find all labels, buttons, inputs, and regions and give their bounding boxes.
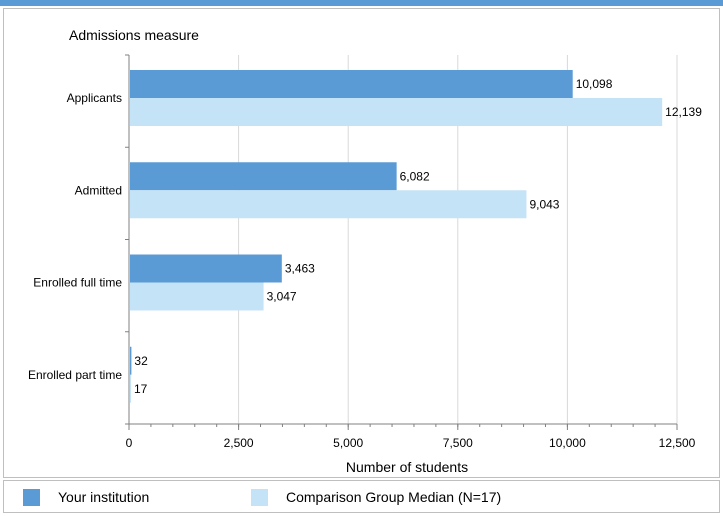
chart-area: Admissions measure 10,098 12,139 6,082 9,04… bbox=[3, 8, 720, 478]
category-labels: Applicants Admitted Enrolled full time Enro… bbox=[28, 91, 122, 382]
x-tick-label: 0 bbox=[126, 436, 133, 450]
legend-item-your-institution: Your institution bbox=[23, 488, 149, 506]
bar bbox=[130, 346, 132, 375]
data-label: 17 bbox=[134, 382, 148, 396]
category-label: Applicants bbox=[67, 91, 122, 105]
category-label: Admitted bbox=[75, 183, 122, 197]
x-axis: 0 2,500 5,000 7,500 10,000 12,500 bbox=[125, 54, 696, 450]
legend-swatch-your-institution bbox=[23, 488, 40, 506]
data-label: 10,098 bbox=[576, 77, 613, 91]
legend-swatch-comparison-group bbox=[251, 488, 268, 506]
data-label: 32 bbox=[134, 354, 148, 368]
category-label: Enrolled full time bbox=[33, 276, 122, 290]
x-tick-label: 10,000 bbox=[549, 436, 586, 450]
x-tick-label: 12,500 bbox=[659, 436, 696, 450]
bar bbox=[130, 374, 131, 403]
data-label: 12,139 bbox=[665, 105, 702, 119]
x-tick-label: 5,000 bbox=[333, 436, 363, 450]
data-label: 3,047 bbox=[267, 290, 297, 304]
bars bbox=[130, 70, 663, 403]
data-label: 6,082 bbox=[400, 169, 430, 183]
bar bbox=[130, 70, 573, 98]
bar bbox=[130, 190, 527, 219]
chart-title: Admissions measure bbox=[69, 27, 199, 43]
category-label: Enrolled part time bbox=[28, 368, 122, 382]
bar bbox=[130, 254, 282, 283]
legend-label: Comparison Group Median (N=17) bbox=[286, 489, 502, 505]
legend-label: Your institution bbox=[58, 489, 150, 505]
top-accent-bar bbox=[0, 0, 723, 6]
data-label: 3,463 bbox=[285, 262, 315, 276]
x-axis-title: Number of students bbox=[346, 459, 468, 475]
data-label: 9,043 bbox=[529, 197, 559, 211]
bar bbox=[130, 162, 397, 191]
data-labels: 10,098 12,139 6,082 9,043 3,463 3,047 32 17 bbox=[134, 77, 702, 396]
x-tick-label: 7,500 bbox=[443, 436, 473, 450]
bar bbox=[130, 282, 264, 311]
bar bbox=[130, 98, 663, 126]
bar-chart: Admissions measure 10,098 12,139 6,082 9,04… bbox=[28, 27, 702, 475]
legend: Your institution Comparison Group Median… bbox=[3, 480, 720, 513]
legend-item-comparison-group: Comparison Group Median (N=17) bbox=[251, 488, 501, 506]
x-tick-label: 2,500 bbox=[224, 436, 254, 450]
